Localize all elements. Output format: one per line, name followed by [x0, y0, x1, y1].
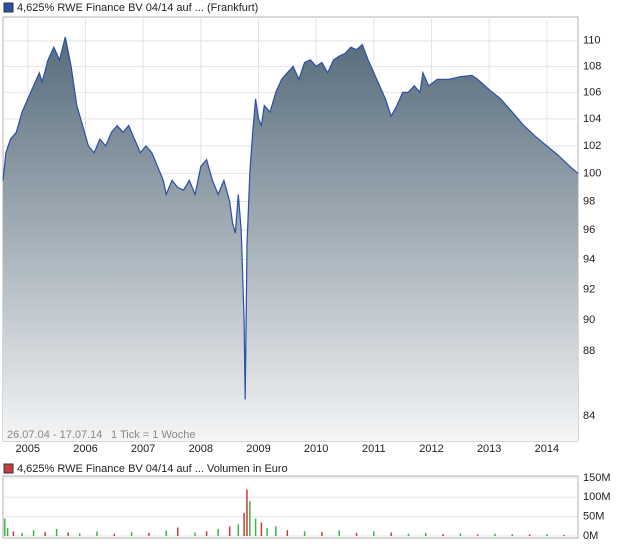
legend-swatch	[3, 2, 14, 13]
volume-bar	[194, 532, 196, 536]
x-tick-label: 2010	[304, 443, 328, 455]
x-tick-label: 2011	[362, 443, 386, 455]
x-tick-label: 2005	[16, 443, 40, 455]
y-tick-label: 88	[583, 345, 595, 357]
y-tick-label: 90	[583, 314, 595, 326]
date-range: 26.07.04 - 17.07.14	[7, 429, 102, 441]
x-tick-label: 2013	[477, 443, 501, 455]
y-tick-label: 98	[583, 195, 595, 207]
volume-bar	[321, 532, 323, 536]
volume-bar	[390, 532, 392, 536]
y-tick-label: 92	[583, 283, 595, 295]
legend-swatch	[3, 463, 14, 474]
volume-bar	[442, 534, 444, 536]
volume-bar	[424, 532, 427, 536]
y-tick-label: 102	[583, 140, 601, 152]
volume-bar	[355, 532, 358, 536]
volume-bar	[528, 534, 531, 536]
x-tick-label: 2012	[419, 443, 443, 455]
volume-bar	[21, 532, 23, 536]
volume-bar	[459, 533, 462, 536]
volume-bar	[96, 531, 98, 536]
volume-bar	[55, 529, 58, 536]
volume-bar	[32, 530, 35, 536]
volume-bar	[130, 532, 133, 536]
price-area	[3, 37, 578, 441]
x-tick-label: 2009	[246, 443, 270, 455]
volume-bar	[217, 529, 219, 536]
volume-bar	[563, 534, 565, 536]
volume-bar	[511, 534, 514, 536]
volume-bar	[243, 512, 245, 536]
volume-bar	[237, 524, 240, 536]
y-tick-label: 94	[583, 253, 595, 265]
volume-bar	[249, 501, 251, 536]
volume-bar	[12, 531, 15, 536]
y-tick-label: 84	[583, 410, 595, 422]
volume-bar	[176, 527, 179, 536]
y-tick-label: 110	[583, 35, 601, 47]
volume-bar	[303, 531, 306, 536]
volume-bar	[246, 489, 248, 536]
volume-bar	[275, 526, 277, 536]
y-tick-label: 108	[583, 60, 601, 72]
volume-bar	[205, 531, 208, 536]
y-tick-label: 104	[583, 113, 601, 125]
x-tick-label: 2007	[131, 443, 155, 455]
volume-bar	[266, 528, 268, 536]
tick-note: 1 Tick = 1 Woche	[111, 429, 195, 441]
y-tick-label: 0M	[583, 530, 598, 542]
price-line	[2, 36, 579, 400]
volume-bar	[373, 531, 375, 536]
legend-text: 4,625% RWE Finance BV 04/14 auf ... (Fra…	[17, 2, 258, 14]
y-tick-label: 106	[583, 86, 601, 98]
volume-bar	[44, 532, 46, 536]
volume-bar	[78, 533, 81, 536]
legend-text: 4,625% RWE Finance BV 04/14 auf ... Volu…	[17, 463, 288, 475]
volume-bar	[254, 518, 257, 536]
volume-bar	[113, 533, 116, 536]
y-tick-label: 100M	[583, 491, 611, 503]
x-tick-label: 2014	[535, 443, 559, 455]
volume-bar	[6, 528, 9, 536]
volume-bar	[476, 534, 479, 536]
volume-bar	[546, 534, 548, 536]
volume-bar	[407, 533, 410, 536]
volume-bar	[260, 522, 263, 536]
volume-panel	[2, 475, 579, 539]
volume-bar	[494, 533, 496, 536]
y-tick-label: 96	[583, 224, 595, 236]
y-tick-label: 50M	[583, 511, 604, 523]
volume-bar	[67, 532, 69, 536]
y-tick-label: 100	[583, 167, 601, 179]
x-tick-label: 2006	[73, 443, 97, 455]
volume-bar	[286, 530, 289, 536]
volume-bar	[148, 532, 150, 536]
volume-bar	[338, 530, 340, 536]
volume-bar	[228, 526, 231, 536]
volume-bar	[3, 518, 6, 536]
y-tick-label: 150M	[583, 472, 611, 484]
volume-bar	[165, 530, 167, 536]
x-tick-label: 2008	[189, 443, 213, 455]
